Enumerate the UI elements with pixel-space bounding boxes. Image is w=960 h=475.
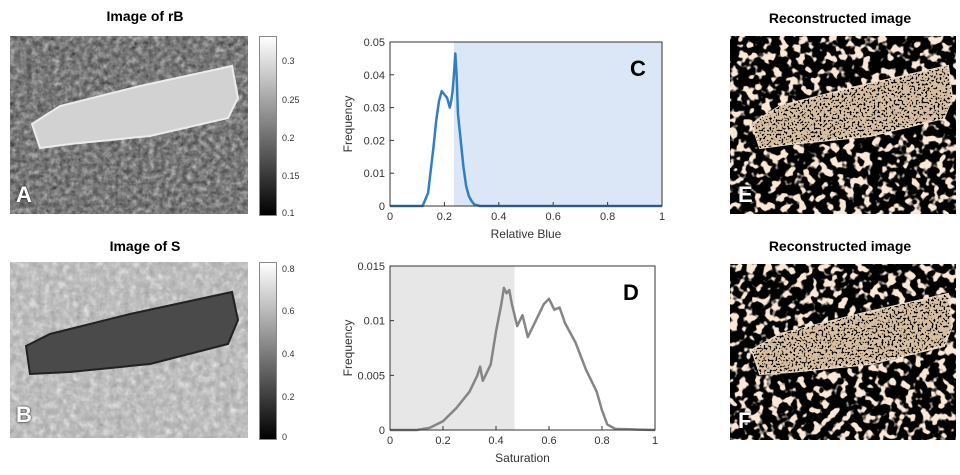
y-axis-label: Frequency — [341, 96, 355, 153]
s-colorbar-tick: 0.8 — [282, 264, 295, 274]
y-tick-label: 0.03 — [364, 103, 385, 115]
y-tick-label: 0.05 — [364, 37, 385, 49]
panel-b-title: Image of S — [109, 238, 181, 254]
reconstructed-image-f-graphic — [730, 264, 956, 440]
rb-colorbar-tick: 0.25 — [282, 95, 300, 105]
x-tick-label: 1 — [652, 435, 658, 447]
histogram-line — [390, 52, 662, 208]
s-colorbar-tick: 0.6 — [282, 306, 295, 316]
panel-e-letter: E — [738, 182, 753, 207]
panel-letter: C — [630, 56, 646, 81]
x-tick-label: 1 — [659, 211, 665, 223]
y-tick-label: 0 — [379, 425, 385, 437]
panel-b-letter: B — [16, 402, 32, 427]
panel-letter: D — [623, 280, 639, 305]
x-tick-label: 0.6 — [546, 211, 561, 223]
chart-d-saturation-histogram: 0 0.2 0.4 0.6 0.8 1 0 0.005 0.01 0.015 Saturation F… — [341, 261, 658, 465]
y-tick-label: 0.04 — [364, 70, 385, 82]
panel-a-letter: A — [16, 182, 32, 207]
x-tick-label: 0 — [387, 435, 393, 447]
rb-image: A — [10, 36, 248, 214]
s-image-graphic — [10, 262, 248, 438]
x-tick-label: 0.2 — [435, 435, 450, 447]
x-tick-label: 0.2 — [437, 211, 452, 223]
x-axis-label: Saturation — [495, 451, 550, 465]
rb-image-graphic — [10, 36, 248, 214]
y-tick-label: 0.015 — [357, 261, 385, 273]
x-tick-label: 0.4 — [491, 211, 506, 223]
s-colorbar-tick: 0 — [282, 432, 288, 442]
y-tick-label: 0 — [379, 201, 385, 213]
x-tick-label: 0 — [387, 211, 393, 223]
x-axis-label: Relative Blue — [491, 227, 562, 241]
chart-c-relative-blue-histogram: 0 0.2 0.4 0.6 0.8 1 0 0.01 0.02 0.03 0.04 0.05 Relat… — [341, 37, 665, 241]
shaded-threshold-region — [390, 266, 515, 430]
y-tick-label: 0.02 — [364, 135, 385, 147]
s-colorbar-tick: 0.2 — [282, 392, 295, 402]
y-axis-label: Frequency — [341, 320, 355, 377]
s-colorbar — [259, 262, 277, 440]
axes-box — [389, 265, 656, 431]
histogram-line — [390, 286, 656, 432]
rb-colorbar-tick: 0.1 — [282, 208, 295, 218]
y-tick-label: 0.01 — [364, 168, 385, 180]
x-tick-label: 0.8 — [594, 435, 609, 447]
panel-a-title: Image of rB — [106, 8, 184, 24]
rb-colorbar-tick: 0.3 — [282, 56, 295, 66]
rb-colorbar-tick: 0.15 — [282, 171, 300, 181]
s-image: B — [10, 262, 248, 438]
reconstructed-image-f: F — [730, 264, 956, 440]
panel-f-title: Reconstructed image — [768, 238, 912, 254]
panel-e-title: Reconstructed image — [768, 10, 912, 26]
reconstructed-image-e-graphic — [730, 36, 956, 214]
y-tick-label: 0.01 — [364, 316, 385, 328]
reconstructed-image-e: E — [730, 36, 956, 214]
x-tick-label: 0.8 — [600, 211, 615, 223]
y-tick-label: 0.005 — [357, 370, 385, 382]
s-colorbar-tick: 0.4 — [282, 349, 295, 359]
rb-colorbar — [259, 36, 277, 216]
rb-colorbar-tick: 0.2 — [282, 133, 295, 143]
panel-f-letter: F — [738, 408, 752, 433]
x-tick-label: 0.4 — [488, 435, 503, 447]
x-tick-label: 0.6 — [541, 435, 556, 447]
axes-box — [389, 41, 663, 207]
shaded-threshold-region — [453, 42, 662, 206]
